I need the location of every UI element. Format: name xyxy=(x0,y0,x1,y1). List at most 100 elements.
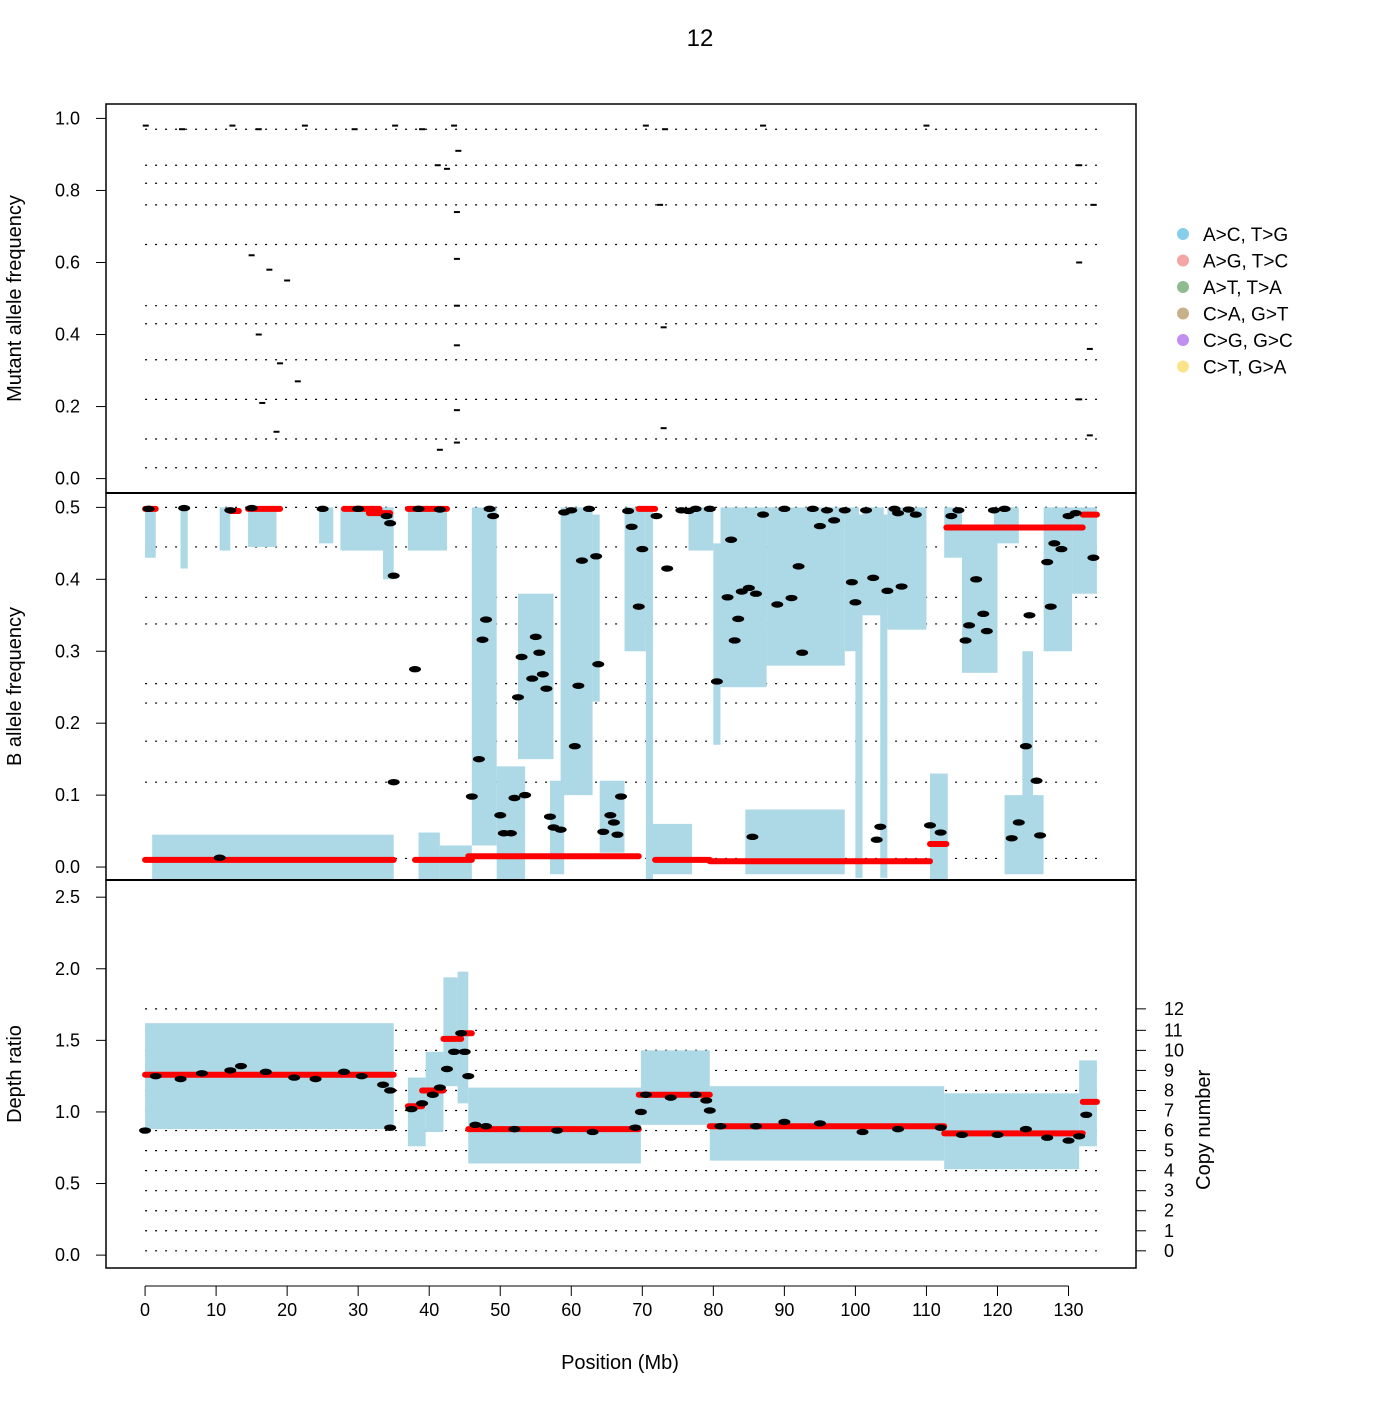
mutation-mark xyxy=(294,380,301,383)
depth-data-point xyxy=(433,1084,446,1091)
baf-confidence-band xyxy=(496,766,526,880)
mutation-mark xyxy=(453,257,460,260)
baf-confidence-band xyxy=(855,514,863,878)
mutation-mark xyxy=(434,164,441,167)
copy-number-tick-label: 5 xyxy=(1164,1141,1174,1161)
depth-data-point xyxy=(480,1123,493,1130)
x-tick-label: 40 xyxy=(419,1300,439,1320)
depth-data-point xyxy=(405,1105,418,1113)
mutant-panel: 0.0 0.2 0.4 0.6 0.8 1.0 Mutant allele frequenc… xyxy=(4,103,1137,494)
baf-data-point xyxy=(963,622,976,629)
x-axis-title: Position (Mb) xyxy=(561,1352,679,1374)
legend-label: A>C, T>G xyxy=(1203,225,1288,246)
baf-data-point xyxy=(771,601,784,608)
baf-data-point xyxy=(821,507,833,514)
copy-number-tick-label: 12 xyxy=(1164,999,1184,1019)
legend-label: A>G, T>C xyxy=(1203,252,1288,273)
baf-data-point xyxy=(1069,509,1082,517)
baf-confidence-band xyxy=(1022,651,1033,832)
baf-data-point xyxy=(245,504,258,512)
mutation-mark xyxy=(453,211,460,214)
mutation-mark xyxy=(443,167,450,170)
mutation-mark xyxy=(351,128,358,131)
copy-number-tick-label: 4 xyxy=(1164,1161,1174,1181)
baf-data-point xyxy=(554,826,567,833)
baf-data-point xyxy=(874,823,887,830)
x-tick-label: 100 xyxy=(840,1300,870,1320)
mutation-mark xyxy=(255,128,262,131)
baf-confidence-band xyxy=(745,809,845,875)
depth-confidence-band xyxy=(443,977,458,1087)
baf-confidence-band xyxy=(887,507,927,630)
baf-data-point xyxy=(565,507,578,514)
depth-y-axis-title: Depth ratio xyxy=(4,1025,26,1123)
mutation-mark xyxy=(266,268,273,271)
baf-confidence-band xyxy=(688,507,714,551)
baf-data-point xyxy=(636,545,649,553)
x-tick-label: 80 xyxy=(703,1300,723,1320)
baf-data-point xyxy=(583,505,596,513)
depth-data-point xyxy=(892,1125,905,1133)
copy-number-tick-label: 1 xyxy=(1164,1221,1174,1241)
x-tick-label: 50 xyxy=(490,1300,510,1320)
mutation-mark xyxy=(760,124,767,127)
depth-data-point xyxy=(234,1062,247,1070)
depth-data-point xyxy=(991,1131,1004,1139)
baf-data-point xyxy=(384,520,397,527)
baf-data-point xyxy=(1019,743,1032,750)
baf-data-point xyxy=(540,685,553,692)
depth-y-tick-label: 0.5 xyxy=(55,1174,80,1194)
baf-data-point xyxy=(568,743,581,750)
depth-data-point xyxy=(934,1124,947,1131)
depth-data-point xyxy=(139,1127,152,1134)
depth-data-point xyxy=(426,1091,439,1098)
baf-data-point xyxy=(519,791,532,799)
mutant-y-tick-label: 0.0 xyxy=(55,469,80,489)
mutation-mark xyxy=(1090,203,1097,206)
baf-data-point xyxy=(867,574,880,582)
baf-data-point xyxy=(650,512,663,520)
baf-confidence-band xyxy=(930,773,948,880)
baf-data-point xyxy=(504,830,517,837)
copy-number-tick-label: 2 xyxy=(1164,1201,1174,1221)
baf-data-point xyxy=(607,819,620,826)
baf-data-point xyxy=(592,661,605,668)
baf-data-point xyxy=(515,653,528,661)
mutation-mark xyxy=(255,333,262,336)
baf-confidence-band xyxy=(862,507,884,616)
depth-data-point xyxy=(813,1120,826,1127)
baf-data-point xyxy=(536,671,549,678)
depth-data-point xyxy=(703,1107,716,1114)
depth-data-point xyxy=(856,1128,869,1136)
x-tick-label: 60 xyxy=(561,1300,581,1320)
baf-confidence-band xyxy=(1072,507,1097,594)
baf-data-point xyxy=(529,633,542,641)
baf-confidence-band xyxy=(713,543,721,745)
baf-confidence-band xyxy=(145,507,156,558)
baf-confidence-band xyxy=(180,507,188,569)
depth-data-point xyxy=(639,1091,652,1098)
mutation-mark xyxy=(301,124,308,127)
baf-data-point xyxy=(543,813,556,820)
baf-data-point xyxy=(860,507,873,514)
mutation-mark xyxy=(455,149,462,152)
baf-data-point xyxy=(465,793,478,800)
baf-data-point xyxy=(483,505,496,513)
baf-data-point xyxy=(380,512,393,520)
baf-data-point xyxy=(480,616,493,623)
baf-data-point xyxy=(785,594,798,602)
baf-confidence-band xyxy=(418,832,440,880)
baf-data-point xyxy=(1005,835,1018,842)
mutation-mark xyxy=(1076,261,1083,264)
legend-label: C>G, G>C xyxy=(1203,331,1293,352)
baf-y-axis-title: B allele frequency xyxy=(4,607,26,766)
baf-data-point xyxy=(725,536,738,543)
legend-swatch xyxy=(1177,254,1189,267)
baf-data-point xyxy=(934,829,947,836)
depth-data-point xyxy=(337,1068,350,1076)
baf-data-point xyxy=(433,506,446,513)
legend-swatch xyxy=(1177,307,1189,320)
depth-data-point xyxy=(224,1067,237,1074)
